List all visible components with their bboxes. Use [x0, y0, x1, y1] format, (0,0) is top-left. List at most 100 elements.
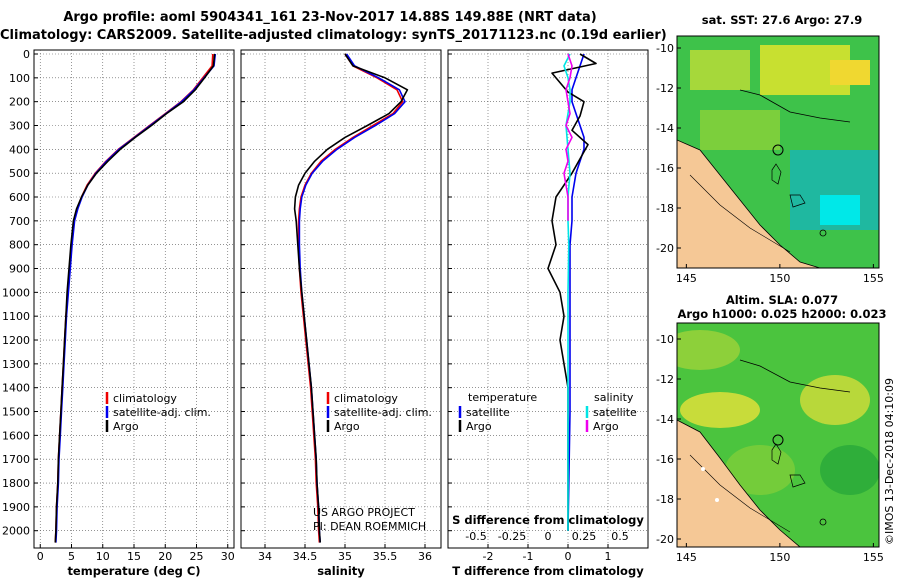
y-tick-label: 600 [9, 191, 30, 204]
map-lat-label: -12 [656, 82, 674, 95]
map-lon-label: 150 [769, 272, 790, 285]
y-tick-label: 1800 [2, 477, 30, 490]
salinity-panel-frame [240, 49, 442, 549]
map-lat-label: -16 [656, 162, 674, 175]
tide-gauge-marker [701, 467, 705, 471]
legend-label-t-argo: Argo [466, 420, 492, 433]
x-tick-label: 15 [127, 550, 141, 563]
series-line-satellite-adj-clim- [55, 53, 217, 543]
sst-map-frame [676, 35, 880, 269]
sla-map-title-line1: Altim. SLA: 0.077 [725, 293, 839, 307]
s-diff-tick: 0 [545, 530, 552, 543]
y-tick-label: 900 [9, 263, 30, 276]
reef-islet [819, 229, 827, 237]
map-lat-label: -10 [656, 333, 674, 346]
y-tick-label: 100 [9, 72, 30, 85]
salinity-x-label: salinity [317, 564, 365, 578]
y-tick-label: 2000 [2, 525, 30, 538]
series-line-argo [54, 53, 216, 543]
x-tick-label: 1 [605, 550, 612, 563]
reef-outline [771, 163, 806, 208]
map-lon-label: 145 [676, 551, 697, 564]
s-diff-tick: 0.5 [611, 530, 629, 543]
x-tick-label: 34 [258, 550, 272, 563]
map-lat-label: -12 [656, 373, 674, 386]
imos-stamp: ©IMOS 13-Dec-2018 04:10:09 [883, 378, 896, 545]
sst-map-title: sat. SST: 27.6 Argo: 27.9 [701, 13, 863, 27]
series-line-climatology [297, 53, 404, 543]
s-difference-ticks: -0.5 -0.25 0 0.25 0.5 [465, 530, 628, 543]
map-lon-label: 155 [863, 272, 884, 285]
y-tick-label: 300 [9, 120, 30, 133]
map-lat-label: -20 [656, 533, 674, 546]
y-tick-label: 200 [9, 96, 30, 109]
x-tick-label: 36 [418, 550, 432, 563]
float-position-marker [772, 434, 784, 446]
x-tick-label: 20 [158, 550, 172, 563]
x-tick-label: 34.5 [293, 550, 318, 563]
y-tick-label: 1600 [2, 429, 30, 442]
sla-high-patch [677, 330, 740, 370]
legend-label-s-satellite: satellite [593, 406, 637, 419]
map-lat-label: -18 [656, 493, 674, 506]
legend-label-satellite-adj: satellite-adj. clim. [113, 406, 211, 419]
s-diff-tick: -0.25 [498, 530, 526, 543]
difference-panel-frame [447, 49, 649, 549]
map-lat-label: -18 [656, 202, 674, 215]
legend-heading-salinity: salinity [594, 391, 634, 404]
s-diff-tick: -0.5 [465, 530, 486, 543]
series-line-temperature-satellite [567, 53, 585, 531]
map-lat-label: -16 [656, 453, 674, 466]
map-lon-label: 155 [863, 551, 884, 564]
legend-label-t-satellite: satellite [466, 406, 510, 419]
tide-gauge-marker [715, 498, 719, 502]
chart-title-line1: Argo profile: aoml 5904341_161 23-Nov-20… [63, 10, 597, 25]
series-layer [54, 53, 597, 543]
series-line-salinity-satellite [563, 53, 571, 531]
shelf-contour [689, 454, 791, 533]
legend-label-climatology: climatology [113, 392, 177, 405]
x-tick-label: 5 [68, 550, 75, 563]
difference-legend: temperature salinity satellite Argo sate… [458, 391, 637, 433]
y-tick-label: 1300 [2, 358, 30, 371]
legend-label-satellite-adj: satellite-adj. clim. [334, 406, 432, 419]
map-lat-label: -20 [656, 242, 674, 255]
tick-layer: 0 5 10 15 20 25 30 34 34.5 35 35.5 36 -2 -1 0 101002003… [2, 48, 612, 563]
float-position-marker [772, 144, 784, 156]
reef-outline [771, 443, 806, 488]
y-tick-label: 1500 [2, 406, 30, 419]
sla-map-title-line2: Argo h1000: 0.025 h2000: 0.023 [677, 307, 887, 321]
x-tick-label: 35.5 [373, 550, 398, 563]
reef-islet [819, 518, 827, 526]
chart-title-line2: Climatology: CARS2009. Satellite-adjuste… [0, 28, 667, 43]
grid-layer [34, 50, 648, 548]
s-difference-label: S difference from climatology [452, 513, 644, 527]
x-tick-label: 0 [565, 550, 572, 563]
reef-outline [739, 89, 851, 123]
x-tick-label: 10 [96, 550, 110, 563]
sla-high-patch [800, 375, 870, 425]
sst-map [676, 35, 880, 269]
sla-map [676, 322, 880, 548]
salinity-legend: climatology satellite-adj. clim. Argo [326, 392, 432, 433]
series-line-salinity-argo [563, 53, 573, 221]
sla-map-frame [676, 322, 880, 548]
y-tick-label: 800 [9, 239, 30, 252]
project-note-line2: PI: DEAN ROEMMICH [313, 520, 426, 533]
legend-heading-temperature: temperature [468, 391, 537, 404]
sst-warm-patch [830, 60, 870, 85]
x-tick-label: 25 [190, 550, 204, 563]
sst-warm-patch [700, 110, 780, 150]
y-tick-label: 400 [9, 143, 30, 156]
x-tick-label: -2 [483, 550, 494, 563]
y-tick-label: 500 [9, 167, 30, 180]
y-tick-label: 1000 [2, 286, 30, 299]
sla-high-patch [680, 392, 760, 428]
x-tick-label: -1 [523, 550, 534, 563]
legend-label-argo: Argo [334, 420, 360, 433]
map-lat-label: -10 [656, 42, 674, 55]
x-tick-label: 30 [221, 550, 235, 563]
s-diff-tick: 0.25 [572, 530, 597, 543]
y-tick-label: 0 [23, 48, 30, 61]
